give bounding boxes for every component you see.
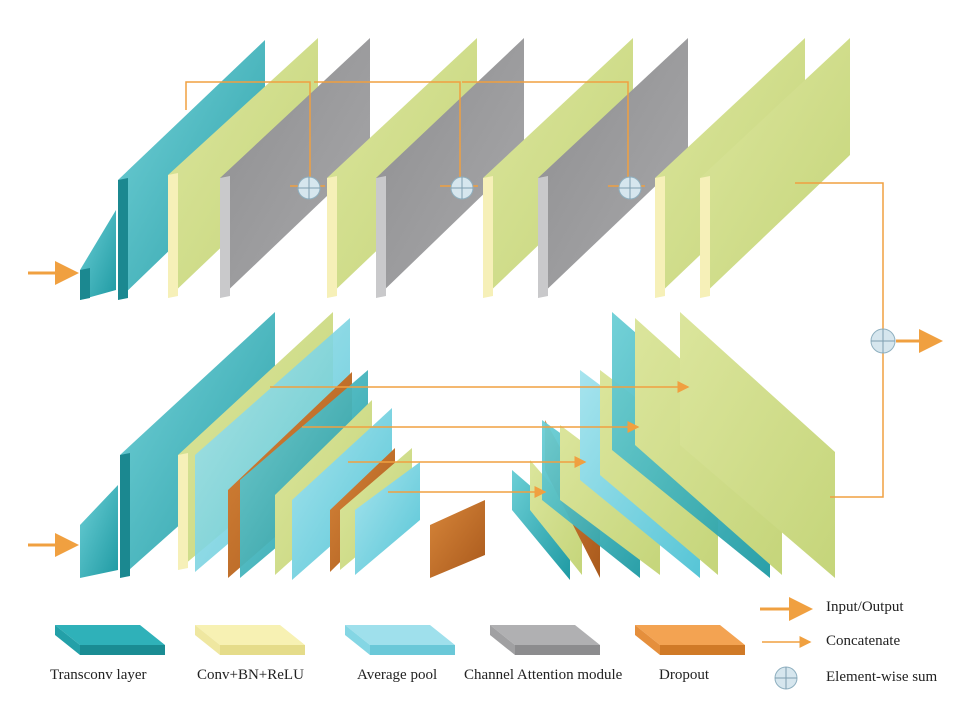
legend-swatch-channel-attention — [490, 625, 600, 655]
bottom-transconv-dec-1 — [512, 470, 570, 580]
legend-label-concatenate: Concatenate — [826, 633, 901, 649]
bottom-avgpool-3 — [355, 462, 420, 575]
legend-swatch-dropout — [635, 625, 745, 655]
legend-label-element-sum: Element-wise sum — [826, 669, 938, 685]
bottom-branch — [28, 312, 835, 580]
legend-label-channel-attention: Channel Attention module — [464, 667, 623, 683]
legend-label-input-output: Input/Output — [826, 599, 904, 615]
top-channel-attention-2 — [376, 38, 524, 298]
legend-label-avgpool: Average pool — [357, 667, 438, 683]
top-conv-5 — [700, 38, 850, 298]
bottom-avgpool-2 — [292, 408, 392, 580]
legend-swatch-transconv — [55, 625, 165, 655]
sum-icon — [450, 176, 474, 200]
sum-icon — [618, 176, 642, 200]
legend-label-dropout: Dropout — [659, 667, 709, 683]
sum-icon — [297, 176, 321, 200]
bottom-dropout-center — [430, 500, 485, 578]
top-branch — [28, 38, 850, 300]
legend-sum-icon — [774, 666, 798, 690]
legend-swatch-conv — [195, 625, 305, 655]
bottom-conv-dec-5 — [680, 312, 835, 578]
top-channel-attention-3 — [538, 38, 688, 298]
bottom-transconv-small — [80, 485, 118, 578]
legend-label-conv: Conv+BN+ReLU — [197, 667, 304, 683]
final-sum-icon — [870, 328, 896, 354]
top-channel-attention-1 — [220, 38, 370, 298]
legend-label-transconv: Transconv layer — [50, 667, 147, 683]
legend-swatch-avgpool — [345, 625, 455, 655]
